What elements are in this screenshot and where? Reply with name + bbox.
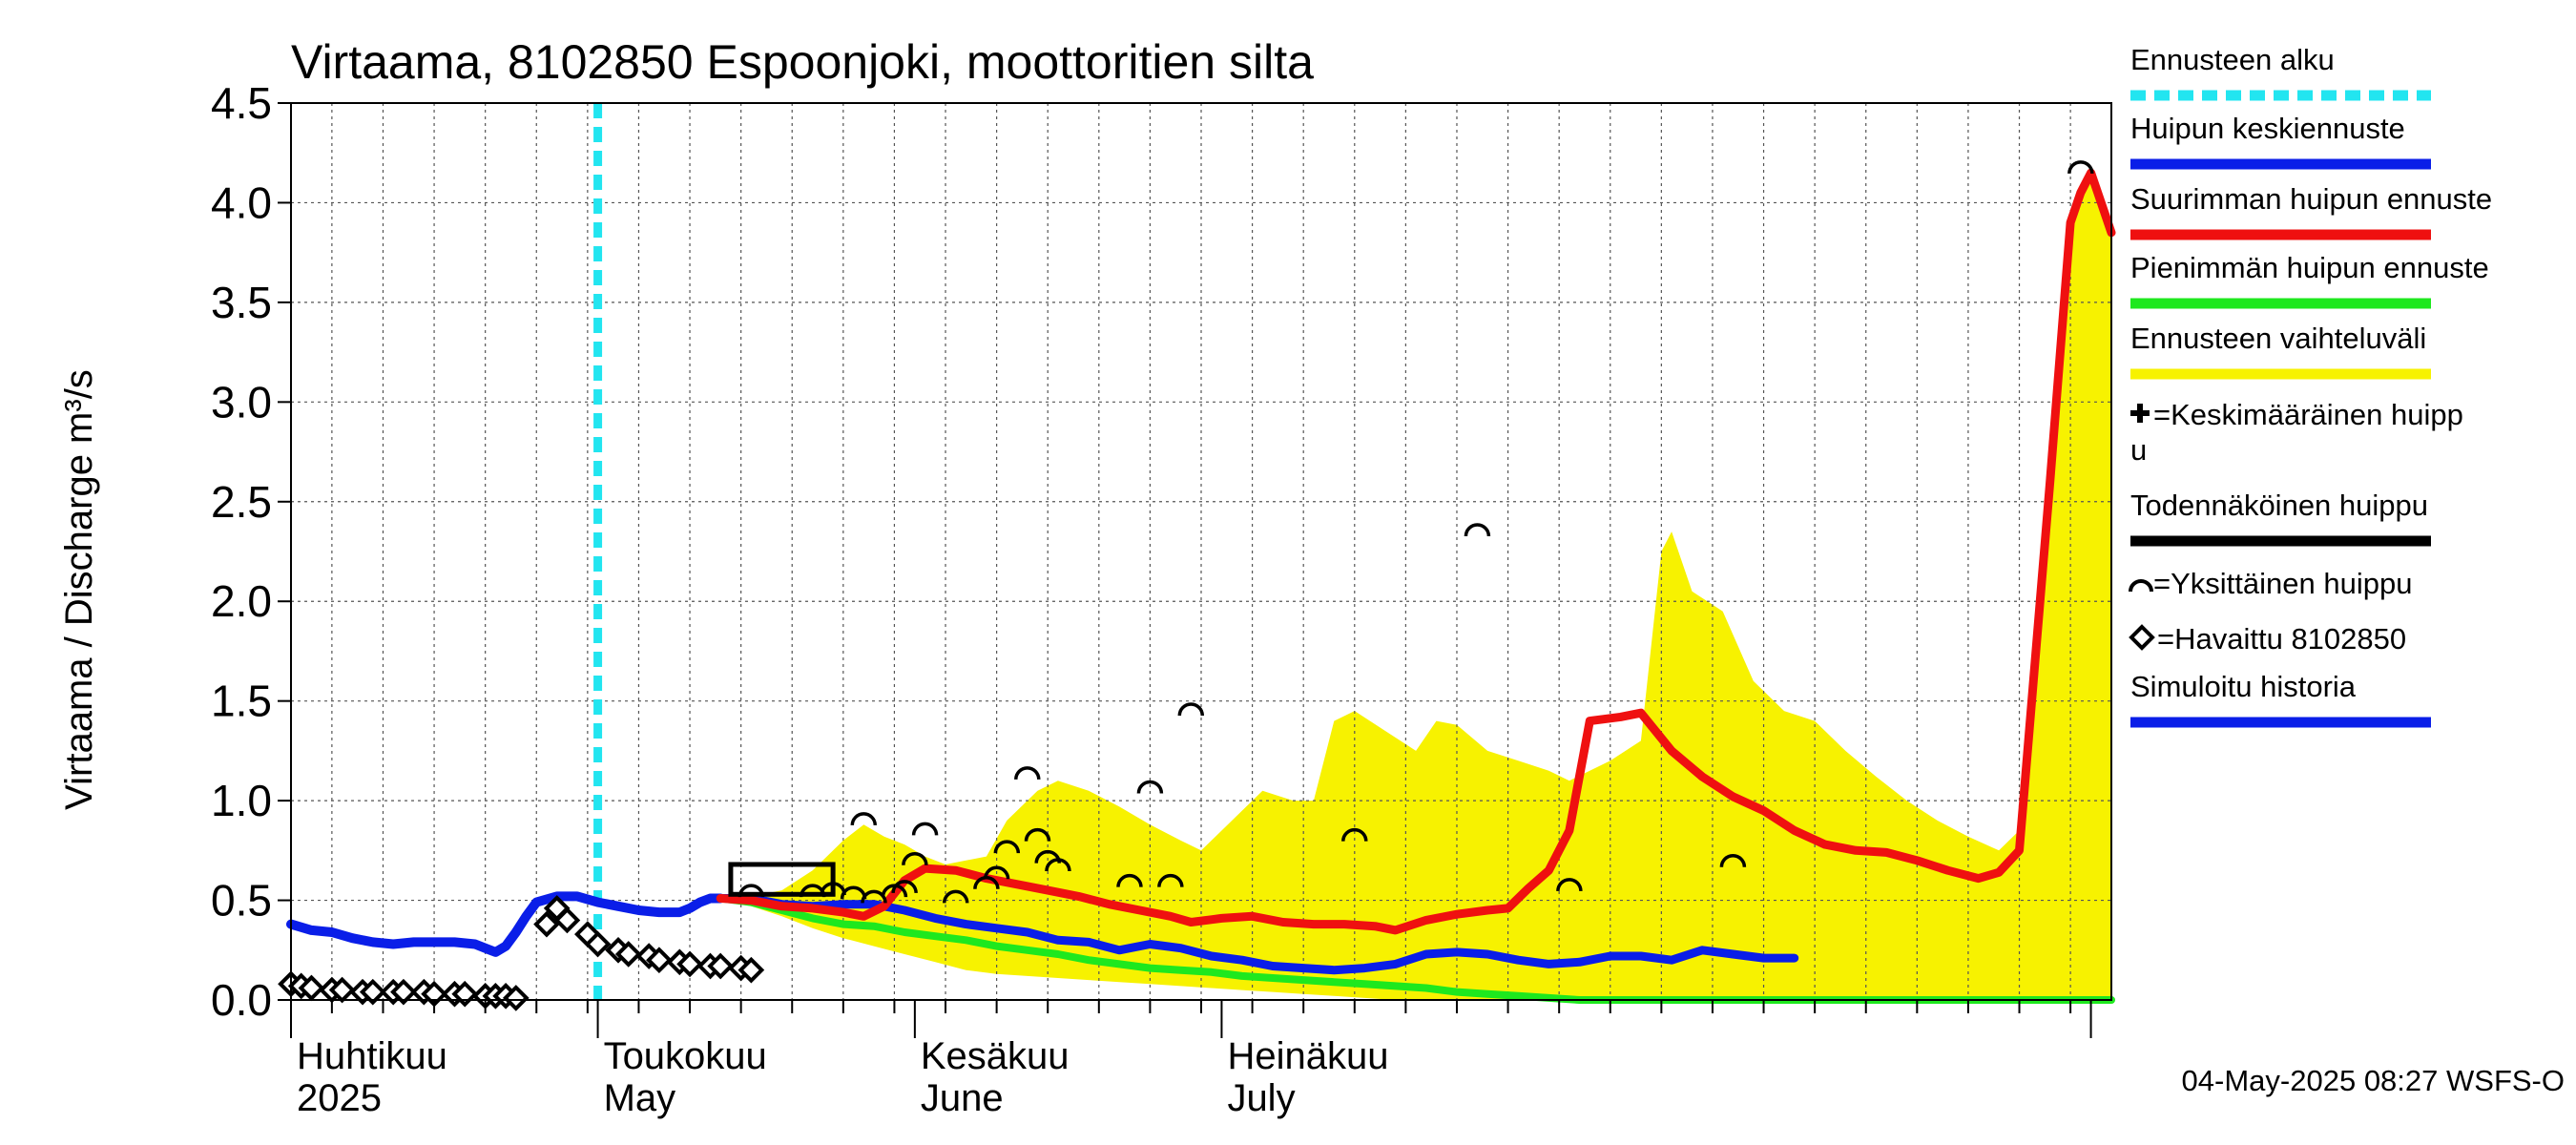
single-peak-marker: [2067, 160, 2094, 175]
series-pienimm-n-huipun-ennuste: [717, 894, 2115, 1004]
single-peak-marker: [1136, 780, 1164, 794]
legend-plus-icon: [2130, 404, 2150, 423]
legend-6-label: Todennäköinen huippu: [2130, 489, 2428, 522]
markers: [278, 160, 2094, 1011]
y-tick-label: 2.0: [211, 576, 272, 626]
observed-point: [614, 941, 642, 968]
legend-1-label: Huipun keskiennuste: [2130, 112, 2405, 145]
month-label-fi: Heinäkuu: [1227, 1035, 1388, 1077]
month-label-fi: Toukokuu: [604, 1035, 767, 1077]
legend-5-label-cont: u: [2130, 433, 2147, 467]
month-label-fi: Huhtikuu: [297, 1035, 447, 1077]
single-peak-marker: [1464, 523, 1491, 537]
observed-point: [707, 952, 735, 980]
chart-title: Virtaama, 8102850 Espoonjoki, moottoriti…: [291, 35, 1314, 89]
single-peak-marker: [1024, 827, 1051, 842]
observed-point: [553, 906, 581, 934]
y-tick-label: 1.5: [211, 677, 272, 726]
y-tick-label: 4.0: [211, 177, 272, 227]
single-peak-marker: [942, 889, 969, 904]
legend-0-label: Ennusteen alku: [2130, 43, 2335, 76]
y-tick-label: 0.5: [211, 876, 272, 926]
probable-peak-box: [728, 862, 836, 897]
grid: [291, 102, 2111, 1001]
observed-point: [584, 930, 612, 958]
single-peak-marker: [1157, 873, 1184, 887]
legend: Ennusteen alku Huipun keskiennuste Suurimm…: [2129, 43, 2492, 728]
legend-4-label: Ennusteen vaihteluväli: [2130, 322, 2426, 355]
legend-7-label: =Yksittäinen huippu: [2153, 567, 2412, 600]
series-simuloitu-historia: [286, 891, 726, 957]
y-axis-label: Virtaama / Discharge m³/s: [58, 369, 100, 810]
observed-point: [676, 950, 703, 978]
single-peak-marker: [1045, 858, 1071, 872]
single-peak-marker: [1341, 827, 1368, 842]
single-peak-marker: [902, 851, 928, 865]
single-peak-marker: [1116, 873, 1143, 887]
legend-5-label: =Keskimääräinen huipp: [2153, 398, 2463, 431]
month-label-fi: Kesäkuu: [921, 1035, 1070, 1077]
single-peak-marker: [850, 812, 878, 826]
observed-point: [502, 985, 530, 1011]
single-peak-marker: [861, 889, 887, 904]
month-label-en: July: [1227, 1077, 1295, 1119]
single-peak-marker: [983, 865, 1010, 880]
single-peak-marker: [1556, 878, 1583, 892]
single-peak-marker: [891, 880, 918, 894]
forecast-range-band: [720, 173, 2112, 1001]
single-peak-marker: [911, 822, 939, 836]
observed-point: [737, 956, 765, 984]
legend-arc-icon: [2129, 579, 2153, 593]
observed-point: [298, 974, 325, 1002]
legend-diamond-icon: [2129, 624, 2155, 651]
legend-3-label: Pienimmän huipun ennuste: [2130, 251, 2489, 284]
month-label-en: May: [604, 1077, 676, 1119]
single-peak-marker: [1177, 702, 1205, 717]
single-peak-marker: [993, 840, 1021, 854]
month-label-en: 2025: [297, 1077, 382, 1119]
series-huipun-keskiennuste: [716, 894, 1799, 975]
series-suurimman-huipun-ennuste: [716, 168, 2116, 935]
single-peak-marker: [737, 884, 765, 898]
footer-timestamp: 04-May-2025 08:27 WSFS-O: [2182, 1064, 2565, 1097]
y-tick-label: 3.0: [211, 377, 272, 427]
y-tick-label: 2.5: [211, 477, 272, 527]
single-peak-marker: [1014, 766, 1041, 781]
observed-point: [390, 978, 417, 1006]
observed-point: [359, 978, 386, 1006]
y-tick-label: 4.5: [211, 78, 272, 128]
series-lines: [286, 103, 2116, 1004]
y-tick-label: 3.5: [211, 278, 272, 327]
y-tick-label: 0.0: [211, 975, 272, 1025]
legend-8-label: =Havaittu 8102850: [2157, 622, 2406, 656]
axes: 0.0 0.5 1.0 1.5 2.0 2.5 3.0 3.5 4.0 4.5 Huhtikuu20…: [211, 78, 2092, 1119]
legend-9-label: Simuloitu historia: [2130, 670, 2357, 703]
legend-2-label: Suurimman huipun ennuste: [2130, 182, 2492, 216]
y-tick-label: 1.0: [211, 776, 272, 825]
range-band-area: [720, 173, 2112, 1001]
month-label-en: June: [921, 1077, 1004, 1119]
observed-point: [646, 947, 673, 974]
single-peak-marker: [1719, 854, 1747, 867]
observed-point: [533, 910, 560, 938]
